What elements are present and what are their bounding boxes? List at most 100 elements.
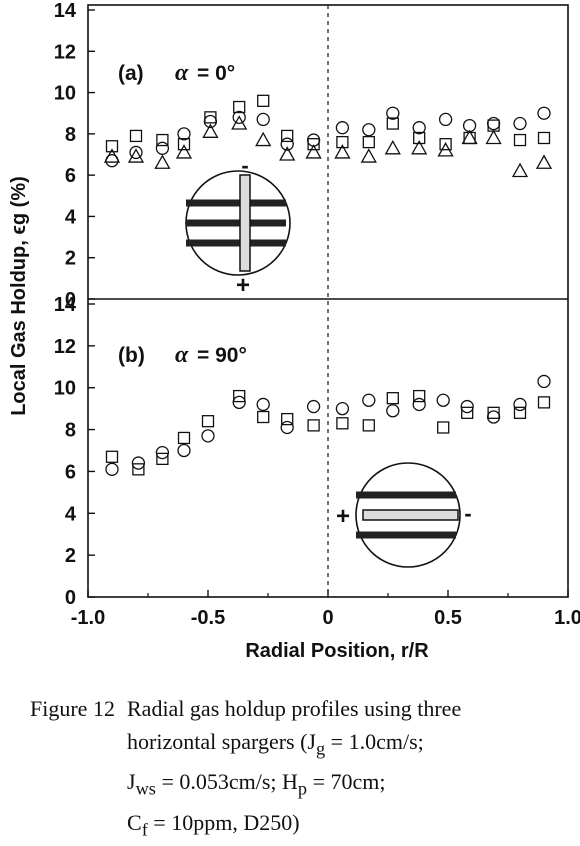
point-b-square xyxy=(336,417,349,430)
point-b-circle xyxy=(486,410,501,424)
point-a-square xyxy=(257,94,270,107)
point-b-square xyxy=(201,415,215,428)
point-a-circle xyxy=(412,121,426,135)
inset-b-bar-1 xyxy=(356,531,456,539)
caption-line-4: Cf = 10ppm, D250) xyxy=(127,809,300,840)
point-a-square xyxy=(513,133,527,147)
caption-line-2: horizontal spargers (Jg = 1.0cm/s; xyxy=(127,729,424,759)
panel-a-label-group: (a) α = 0° xyxy=(118,60,235,86)
point-a-square xyxy=(156,133,169,147)
point-a-square xyxy=(307,138,320,151)
point-b-circle xyxy=(105,462,119,476)
y-tick-label-b: 6 xyxy=(65,461,76,483)
point-a-triangle xyxy=(360,148,377,163)
point-b-square xyxy=(156,452,169,466)
point-a-circle xyxy=(129,145,143,160)
inset-a-bar-0 xyxy=(186,199,286,207)
caption-line-1: Radial gas holdup profiles using three xyxy=(127,696,462,721)
point-a-triangle xyxy=(384,139,401,155)
point-b-square xyxy=(362,419,375,432)
point-a-circle xyxy=(280,137,294,151)
x-tick-label: 1.0 xyxy=(554,607,580,629)
y-tick-label-a: 0 xyxy=(65,289,76,311)
y-tick-label-b: 10 xyxy=(54,378,76,400)
y-tick-label-a: 14 xyxy=(54,0,77,22)
point-b-square xyxy=(537,396,551,409)
point-a-triangle xyxy=(279,146,296,161)
caption-line-3: Jws = 0.053cm/s; Hp = 70cm; xyxy=(127,769,386,799)
point-b-circle xyxy=(412,397,426,412)
point-a-square xyxy=(362,135,375,149)
point-a-square xyxy=(105,140,119,153)
x-tick-label: 0 xyxy=(322,607,333,629)
point-b-square xyxy=(437,421,450,434)
point-b-circle xyxy=(513,397,527,412)
point-b-circle xyxy=(201,429,215,443)
point-a-triangle xyxy=(411,139,428,155)
point-a-square xyxy=(129,129,143,143)
point-b-square xyxy=(233,389,246,403)
point-b-circle xyxy=(436,393,450,407)
point-a-circle xyxy=(438,112,453,127)
point-a-triangle xyxy=(485,129,502,145)
x-tick-label: -0.5 xyxy=(191,607,225,629)
panel-a-label: (a) xyxy=(118,62,144,85)
point-b-square xyxy=(177,431,191,445)
panel-a-alpha: α xyxy=(175,60,189,86)
point-a-circle xyxy=(155,141,170,155)
inset-b-bar-0 xyxy=(356,491,456,499)
panel-b-alpha: α xyxy=(175,342,189,368)
inset-a-bar-1 xyxy=(186,219,286,227)
point-a-triangle xyxy=(334,144,351,159)
point-b-square xyxy=(413,389,426,403)
point-a-triangle xyxy=(231,115,248,130)
y-tick-label-a: 2 xyxy=(65,248,76,270)
inset-b-minus: - xyxy=(464,501,471,526)
inset-b-pipe xyxy=(362,509,459,521)
point-b-square xyxy=(461,406,474,419)
point-a-triangle xyxy=(437,142,454,157)
plot-frame xyxy=(87,4,569,598)
inset-b-plus: + xyxy=(336,503,350,530)
point-b-circle xyxy=(256,397,270,412)
data-markers xyxy=(103,94,553,476)
point-b-circle xyxy=(177,443,191,458)
sparger-insets: - + + - xyxy=(185,153,472,568)
inset-a-pipe xyxy=(239,174,251,272)
point-a-triangle xyxy=(535,154,553,169)
point-b-square xyxy=(257,410,270,424)
point-a-triangle xyxy=(127,148,145,163)
point-a-circle xyxy=(203,114,218,129)
point-a-circle xyxy=(232,110,246,124)
caption-figure-number: Figure 12 xyxy=(30,696,115,721)
inset-a-minus: - xyxy=(241,153,248,178)
point-a-square xyxy=(413,131,426,145)
point-b-square xyxy=(487,406,500,419)
point-a-circle xyxy=(486,116,501,131)
point-a-square xyxy=(336,135,349,149)
y-tick-label-b: 0 xyxy=(65,587,76,609)
point-b-square xyxy=(513,406,527,419)
y-tick-label-b: 2 xyxy=(65,545,76,567)
point-a-circle xyxy=(386,106,400,120)
y-tick-label-a: 10 xyxy=(54,83,76,105)
point-a-triangle xyxy=(255,131,272,147)
point-a-triangle xyxy=(175,144,193,159)
point-a-circle xyxy=(513,116,527,131)
point-b-circle xyxy=(155,445,170,460)
panel-b-angle: = 90° xyxy=(197,344,247,367)
point-a-square xyxy=(386,117,399,130)
point-a-square xyxy=(439,138,452,151)
panel-a-angle: = 0° xyxy=(197,62,235,85)
point-b-circle xyxy=(537,374,551,389)
point-a-triangle xyxy=(202,123,219,138)
y-tick-label-b: 14 xyxy=(54,294,77,316)
point-b-circle xyxy=(232,395,246,410)
point-a-square xyxy=(281,129,294,143)
point-b-circle xyxy=(362,393,376,407)
point-b-circle xyxy=(306,399,321,414)
point-a-triangle xyxy=(305,144,322,159)
point-a-circle xyxy=(177,127,191,141)
point-b-square xyxy=(307,419,320,432)
